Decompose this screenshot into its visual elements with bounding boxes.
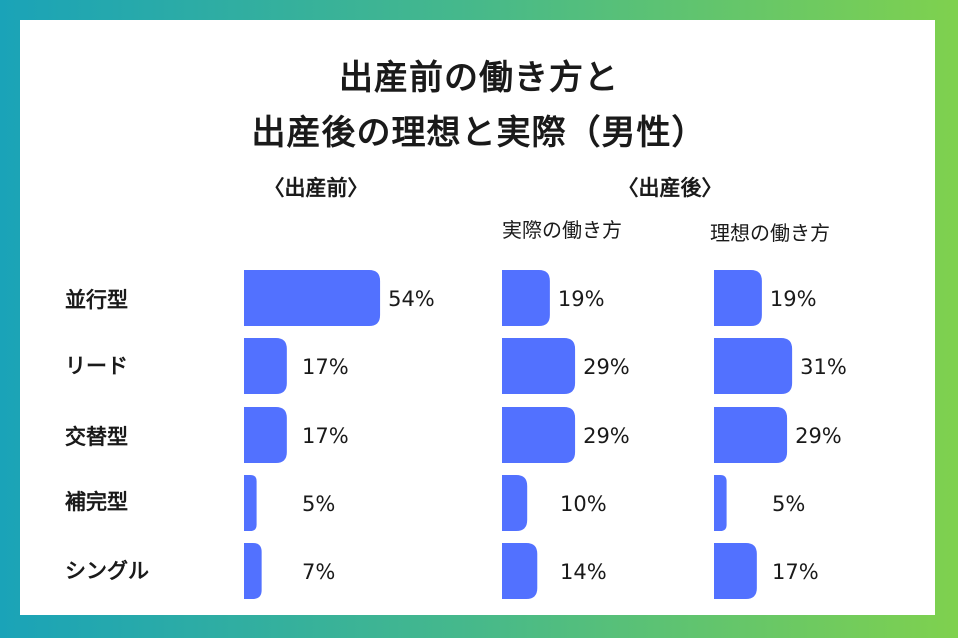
subhead-actual: 実際の働き方 [502, 218, 622, 242]
value-label-actual-0: 19% [558, 287, 605, 311]
bar-before-4 [244, 543, 262, 599]
bar-ideal-2 [714, 407, 788, 463]
value-label-ideal-2: 29% [795, 424, 842, 448]
value-label-ideal-3: 5% [772, 492, 805, 516]
chart-title-line-2: 出産後の理想と実際（男性） [251, 113, 707, 153]
value-label-before-1: 17% [302, 355, 349, 379]
value-label-ideal-0: 19% [770, 287, 817, 311]
bar-actual-3 [502, 475, 528, 531]
value-label-before-0: 54% [388, 287, 435, 311]
bar-ideal-3 [714, 475, 727, 531]
bar-actual-1 [502, 338, 576, 394]
bar-before-3 [244, 475, 257, 531]
value-label-ideal-1: 31% [800, 355, 847, 379]
category-label-single: シングル [65, 559, 149, 583]
bar-before-0 [244, 270, 381, 326]
value-label-actual-1: 29% [583, 355, 630, 379]
bar-actual-0 [502, 270, 550, 326]
value-label-before-2: 17% [302, 424, 349, 448]
value-label-ideal-4: 17% [772, 560, 819, 584]
category-label-alternate: 交替型 [65, 425, 128, 449]
bar-actual-2 [502, 407, 576, 463]
value-label-actual-3: 10% [560, 492, 607, 516]
category-label-parallel: 並行型 [65, 288, 128, 312]
value-label-actual-4: 14% [560, 560, 607, 584]
category-label-complement: 補完型 [65, 490, 128, 514]
chart-card [20, 20, 935, 615]
bar-before-1 [244, 338, 287, 394]
bar-actual-4 [502, 543, 538, 599]
bar-ideal-0 [714, 270, 762, 326]
subhead-ideal: 理想の働き方 [710, 221, 830, 245]
value-label-before-4: 7% [302, 560, 335, 584]
value-label-actual-2: 29% [583, 424, 630, 448]
group-label-before-birth: 〈出産前〉 [263, 176, 369, 200]
value-label-before-3: 5% [302, 492, 335, 516]
bar-ideal-4 [714, 543, 757, 599]
group-label-after-birth: 〈出産後〉 [617, 176, 723, 200]
bar-ideal-1 [714, 338, 793, 394]
chart-title-line-1: 出産前の働き方と [339, 58, 619, 98]
category-label-lead: リード [65, 354, 128, 378]
bar-before-2 [244, 407, 287, 463]
